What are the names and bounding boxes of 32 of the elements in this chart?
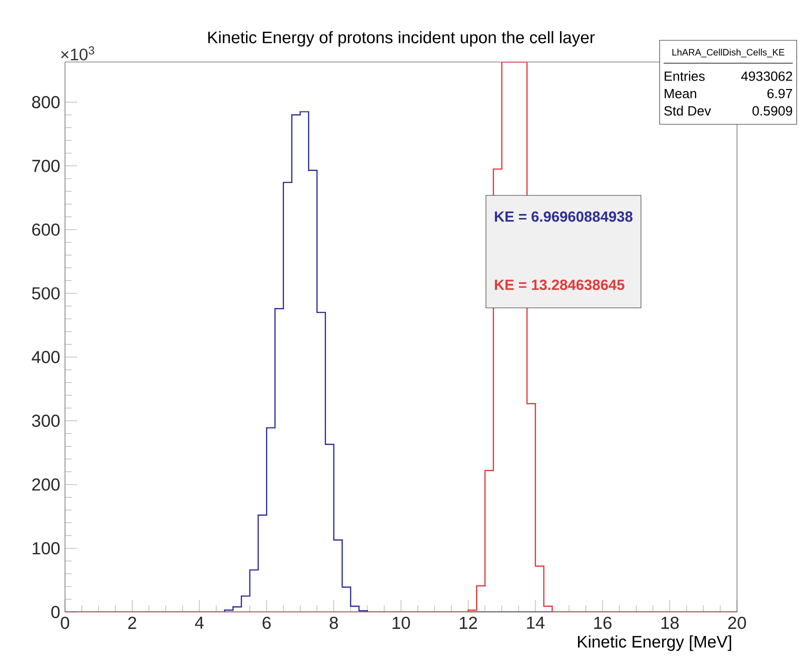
x-tick-label: 16 xyxy=(594,616,612,629)
y-tick-label: 300 xyxy=(32,414,60,427)
x-axis-title: Kinetic Energy [MeV] xyxy=(578,635,732,651)
text: 6.97 xyxy=(767,88,792,98)
series-label: KE = 13.284638645 xyxy=(494,280,624,290)
text: 4933062 xyxy=(741,71,792,81)
x-tick-label: 14 xyxy=(527,616,545,629)
y-tick-label: 400 xyxy=(32,350,60,364)
x-tick-label: 12 xyxy=(460,616,477,629)
text: 0.5909 xyxy=(752,106,792,116)
chart-title: Kinetic Energy of protons incident upon the cell layer xyxy=(208,31,595,47)
y-tick-label: 100 xyxy=(32,542,60,554)
text: ×10$^{3}$ xyxy=(61,46,94,60)
x-tick-label: 8 xyxy=(330,616,338,629)
x-tick-label: 2 xyxy=(128,616,136,629)
x-tick-label: 4 xyxy=(194,616,204,629)
y-tick-label: 500 xyxy=(32,287,60,300)
x-tick-label: 6 xyxy=(262,616,271,629)
y-tick-label: 700 xyxy=(32,160,60,172)
annotation: Entries xyxy=(664,71,705,81)
y-tick-label: 800 xyxy=(32,96,60,108)
y-tick-label: 0 xyxy=(51,606,60,618)
x-tick-label: 18 xyxy=(661,616,679,629)
annotation: Std Dev xyxy=(664,106,712,116)
y-tick-label: 200 xyxy=(32,478,60,491)
y-tick-label: 600 xyxy=(32,223,60,236)
annotation: Mean xyxy=(664,88,696,98)
x-tick-label: 10 xyxy=(392,616,410,629)
x-tick-label: 0 xyxy=(60,616,70,629)
x-tick-label: 20 xyxy=(728,616,746,629)
text: KE = 6.96960884938 xyxy=(494,211,632,222)
text: LhARA_CellDish_Cells_KE xyxy=(672,48,784,58)
